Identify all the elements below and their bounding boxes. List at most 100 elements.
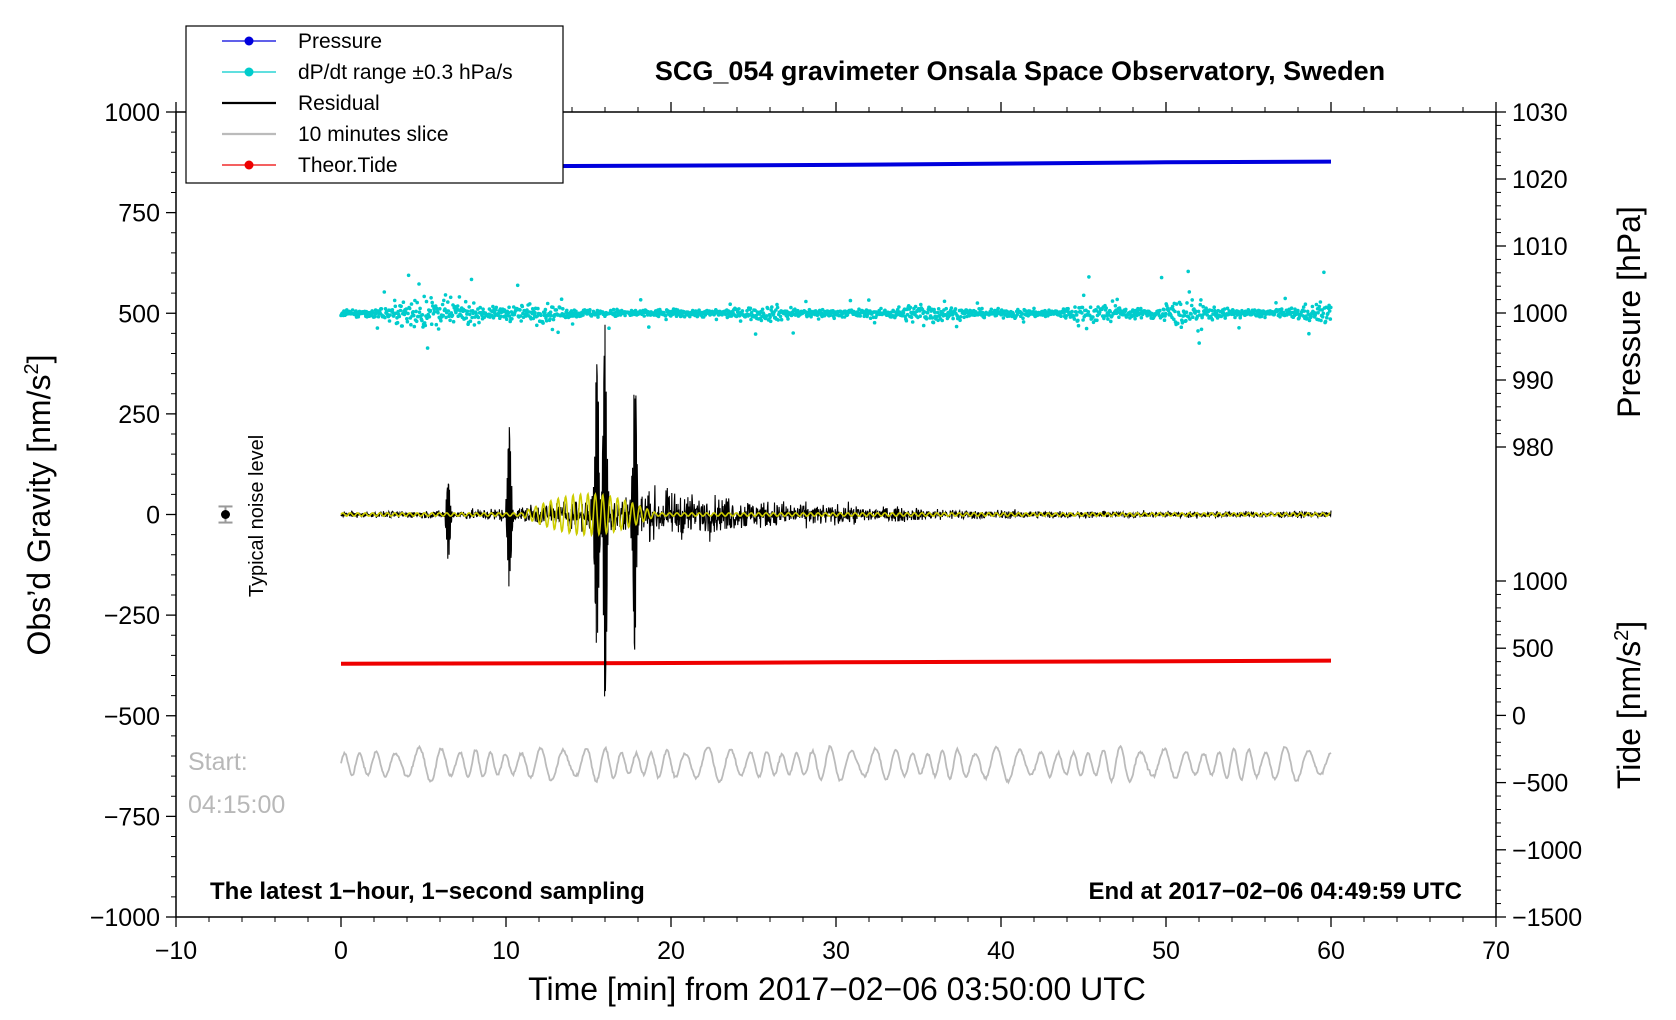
x-tick-label: 30 [822, 937, 850, 965]
dpdt-point [1076, 318, 1080, 323]
dpdt-point [383, 307, 388, 311]
dpdt-point [1162, 318, 1167, 323]
dpdt-point [1191, 315, 1195, 320]
dpdt-point [1104, 306, 1108, 310]
dpdt-point [738, 319, 743, 323]
dpdt-point [940, 318, 944, 323]
dpdt-point [786, 317, 790, 321]
dpdt-point [958, 315, 963, 319]
dpdt-point [432, 309, 437, 314]
dpdt-point [1020, 312, 1025, 316]
dpdt-point [748, 306, 753, 311]
dpdt-point [1159, 275, 1164, 280]
dpdt-point [1303, 302, 1308, 307]
dpdt-point [1327, 309, 1332, 313]
dpdt-point [858, 314, 862, 318]
dpdt-point [950, 313, 955, 317]
dpdt-point [549, 313, 553, 318]
tide-tick-label: −500 [1512, 770, 1568, 798]
dpdt-point [1096, 305, 1100, 309]
dpdt-point [1189, 312, 1193, 316]
dpdt-point [901, 311, 906, 315]
dpdt-point [951, 316, 955, 321]
legend-label: 10 minutes slice [298, 123, 449, 146]
dpdt-point [413, 298, 417, 303]
dpdt-point [816, 317, 821, 321]
dpdt-point [550, 327, 555, 332]
pressure-tick-label: 990 [1512, 367, 1554, 395]
dpdt-point [809, 314, 813, 319]
dpdt-point [1163, 311, 1168, 316]
dpdt-point [561, 307, 565, 311]
dpdt-point [1210, 308, 1214, 313]
dpdt-point [1137, 311, 1142, 316]
dpdt-point [392, 298, 397, 303]
legend-swatch-dot [244, 160, 254, 170]
legend-label: Residual [298, 92, 380, 115]
dpdt-point [1319, 318, 1323, 323]
dpdt-point [857, 307, 861, 312]
y-axis-title-pressure: Pressure [hPa] [1611, 206, 1647, 418]
dpdt-point [565, 308, 569, 313]
dpdt-point [919, 302, 923, 307]
dpdt-point [1117, 315, 1121, 320]
dpdt-point [542, 313, 547, 318]
dpdt-point [1108, 309, 1112, 314]
dpdt-point [417, 282, 421, 286]
dpdt-point [393, 304, 398, 309]
dpdt-point [406, 273, 411, 278]
dpdt-point [1205, 313, 1209, 317]
tide-tick-label: −1000 [1512, 837, 1582, 865]
noise-level-label: Typical noise level [246, 435, 268, 597]
dpdt-point [1322, 270, 1326, 275]
dpdt-point [935, 310, 940, 315]
dpdt-point [1190, 298, 1194, 302]
dpdt-point [545, 301, 550, 306]
dpdt-point [448, 295, 453, 300]
dpdt-point [1320, 315, 1325, 319]
dpdt-point [1187, 290, 1192, 294]
dpdt-point [977, 307, 981, 311]
dpdt-point [476, 315, 481, 320]
dpdt-point [418, 306, 422, 311]
dpdt-point [518, 314, 523, 318]
dpdt-point [1032, 306, 1036, 311]
legend-label: dP/dt range ±0.3 hPa/s [298, 61, 513, 84]
dpdt-point [1196, 309, 1201, 314]
noise-error-point [221, 510, 230, 519]
dpdt-point [544, 316, 548, 320]
dpdt-point [518, 308, 522, 312]
dpdt-point [494, 305, 499, 310]
dpdt-point [1076, 323, 1081, 328]
dpdt-point [507, 305, 511, 310]
dpdt-point [1188, 317, 1192, 321]
dpdt-point [703, 313, 708, 317]
dpdt-point [1021, 316, 1025, 321]
dpdt-point [1278, 315, 1282, 319]
dpdt-point [1283, 296, 1287, 301]
dpdt-point [455, 304, 460, 308]
dpdt-point [1080, 305, 1085, 310]
y-axis-title-tide: Tide [nm/s2] [1611, 621, 1647, 789]
dpdt-point [1310, 304, 1315, 309]
dpdt-point [1309, 314, 1313, 319]
dpdt-point [417, 310, 422, 315]
dpdt-point [967, 314, 972, 318]
dpdt-point [453, 304, 457, 309]
dpdt-point [868, 316, 873, 321]
dpdt-point [1302, 309, 1307, 313]
legend-label: Theor.Tide [298, 154, 398, 177]
dpdt-point [913, 304, 918, 309]
dpdt-point [999, 308, 1004, 312]
dpdt-point [1213, 308, 1217, 313]
dpdt-point [412, 324, 417, 329]
dpdt-point [541, 321, 545, 325]
dpdt-point [1074, 313, 1079, 317]
dpdt-point [1329, 305, 1333, 310]
dpdt-point [714, 317, 719, 322]
dpdt-series [339, 269, 1333, 350]
dpdt-point [1289, 306, 1294, 311]
dpdt-point [554, 308, 559, 312]
dpdt-point [1184, 318, 1188, 323]
y-axis-title-left: Obs’d Gravity [nm/s2] [21, 355, 57, 656]
